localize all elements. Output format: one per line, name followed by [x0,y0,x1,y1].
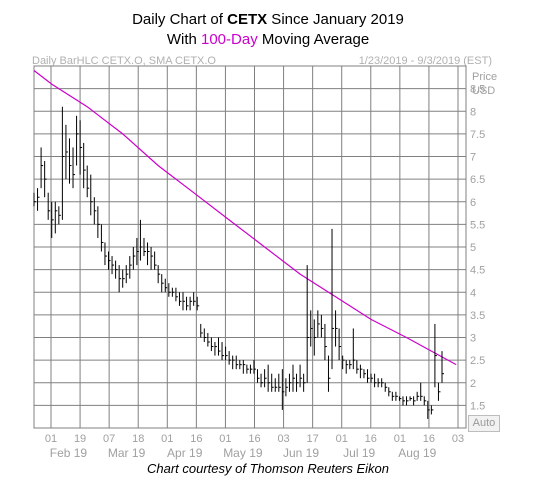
title-line2: With 100-Day Moving Average [166,31,370,48]
x-tick-label: 01 [161,433,173,445]
y-tick-label: 7.5 [470,129,485,141]
x-tick-label: 01 [219,433,231,445]
auto-scale-button[interactable]: Auto [468,415,500,432]
x-month-label: Mar 19 [108,446,146,460]
y-axis-title: Price [472,71,497,83]
y-tick-label: 6 [470,197,476,209]
x-axis: 01 19 07 18 01 16 01 16 03 17 01 16 01 16 03 Feb 19 Mar … [45,433,464,460]
x-tick-label: 18 [132,433,144,445]
x-month-label: Feb 19 [50,446,88,460]
x-tick-label: 16 [365,433,377,445]
chart-credit: Chart courtesy of Thomson Reuters Eikon [146,461,390,476]
date-range: 1/23/2019 - 9/3/2019 (EST) [358,55,492,67]
title-highlight: 100-Day [201,31,258,48]
y-tick-label: 1.5 [470,400,485,412]
x-tick-label: 17 [307,433,319,445]
y-tick-label: 2 [470,378,476,390]
y-tick-label: 3 [470,333,476,345]
x-month-label: Aug 19 [398,446,436,460]
x-tick-label: 01 [394,433,406,445]
y-tick-label: 8 [470,106,476,118]
sma-series [33,70,457,366]
chart-grid [33,65,467,429]
x-tick-label: 16 [248,433,260,445]
x-tick-label: 03 [277,433,289,445]
y-axis-unit: USD [472,85,495,97]
title-symbol: CETX [227,11,268,28]
x-tick-label: 01 [336,433,348,445]
y-tick-label: 4 [470,287,476,299]
title-line1: Daily Chart of CETX Since January 2019 [132,11,404,28]
series-description: Daily BarHLC CETX.O, SMA CETX.O [32,55,216,67]
y-tick-label: 2.5 [470,355,485,367]
x-month-label: Apr 19 [167,446,203,460]
y-tick-label: 7 [470,152,476,164]
x-tick-label: 01 [45,433,57,445]
y-tick-label: 4.5 [470,265,485,277]
y-tick-label: 6.5 [470,174,485,186]
y-tick-label: 3.5 [470,310,485,322]
x-month-label: Jul 19 [343,446,375,460]
price-bars [33,106,444,419]
x-tick-label: 03 [452,433,464,445]
x-tick-label: 16 [190,433,202,445]
x-tick-label: 07 [103,433,115,445]
chart-title: Daily Chart of CETX Since January 2019 W… [0,10,536,50]
y-tick-label: 8.5 [470,84,485,96]
sma-line [33,70,457,366]
x-tick-label: 19 [74,433,86,445]
y-tick-label: 5.5 [470,219,485,231]
x-tick-label: 16 [423,433,435,445]
y-tick-label: 5 [470,242,476,254]
x-month-label: May 19 [223,446,263,460]
x-month-label: Jun 19 [283,446,319,460]
